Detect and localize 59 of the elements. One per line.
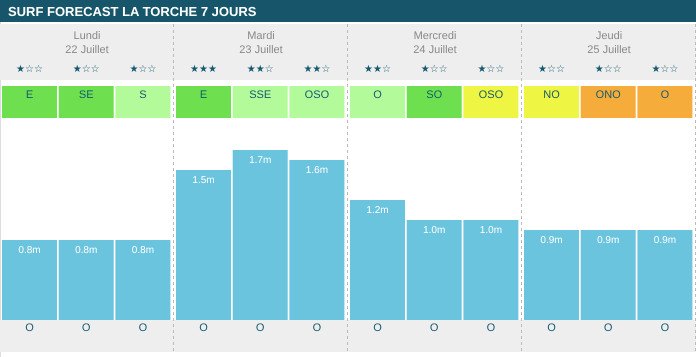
x-tick-label: O: [547, 322, 556, 334]
text: ★☆☆: [651, 64, 678, 75]
text: ★☆☆: [129, 64, 156, 75]
x-tick-label: O: [486, 322, 496, 334]
x-tick-label: O: [312, 322, 322, 334]
data-label: 1.0m: [480, 225, 502, 236]
data-label: 1.5m: [192, 175, 215, 186]
x-tick-label: O: [256, 322, 265, 334]
text: ★☆☆: [594, 64, 622, 75]
chart-title: SURF FORECAST LA TORCHE 7 JOURS: [8, 4, 257, 19]
text: Jeudi: [596, 30, 622, 42]
text: ★★☆: [303, 64, 330, 75]
text: OSO: [304, 89, 330, 101]
text: ★☆☆: [72, 64, 100, 75]
text: E: [26, 89, 34, 101]
x-tick-label: O: [138, 322, 148, 334]
text: O: [373, 89, 382, 101]
text: ★★☆: [246, 64, 274, 75]
bar: [637, 230, 692, 320]
x-tick-label: O: [199, 322, 208, 334]
text: SSE: [249, 89, 272, 101]
x-tick-label: O: [660, 322, 670, 334]
text: ★☆☆: [420, 64, 448, 75]
x-tick-label: O: [373, 322, 382, 334]
text: 22 Juillet: [65, 44, 109, 56]
text: ★☆☆: [477, 64, 504, 75]
bar: [463, 220, 518, 320]
text: ★☆☆: [538, 64, 565, 75]
data-label: 0.9m: [654, 235, 676, 246]
text: O: [660, 89, 670, 101]
text: ★★★: [190, 64, 217, 75]
data-label: 1.2m: [366, 205, 389, 216]
x-tick-label: O: [25, 322, 34, 334]
text: SE: [78, 89, 94, 101]
data-label: 1.7m: [249, 155, 272, 166]
data-label: 0.8m: [18, 245, 41, 256]
text: Mardi: [247, 30, 275, 42]
text: 24 Juillet: [413, 44, 457, 56]
x-tick-label: O: [82, 322, 91, 334]
text: Mercredi: [414, 30, 456, 42]
data-label: 0.9m: [597, 235, 620, 246]
text: S: [139, 89, 147, 101]
data-label: 0.8m: [75, 245, 98, 256]
text: ONO: [596, 89, 622, 101]
text: Lundi: [74, 30, 100, 42]
data-label: 1.6m: [306, 165, 328, 176]
text: ★☆☆: [16, 64, 43, 75]
data-label: 0.8m: [132, 245, 154, 256]
text: SO: [426, 89, 443, 101]
text: 25 Juillet: [587, 44, 631, 56]
text: OSO: [478, 89, 504, 101]
data-label: 0.9m: [540, 235, 563, 246]
data-label: 1.0m: [423, 225, 446, 236]
text: E: [200, 89, 208, 101]
text: 23 Juillet: [239, 44, 283, 56]
x-tick-label: O: [604, 322, 613, 334]
x-tick-label: O: [430, 322, 439, 334]
text: NO: [543, 89, 560, 101]
text: ★★☆: [364, 64, 391, 75]
